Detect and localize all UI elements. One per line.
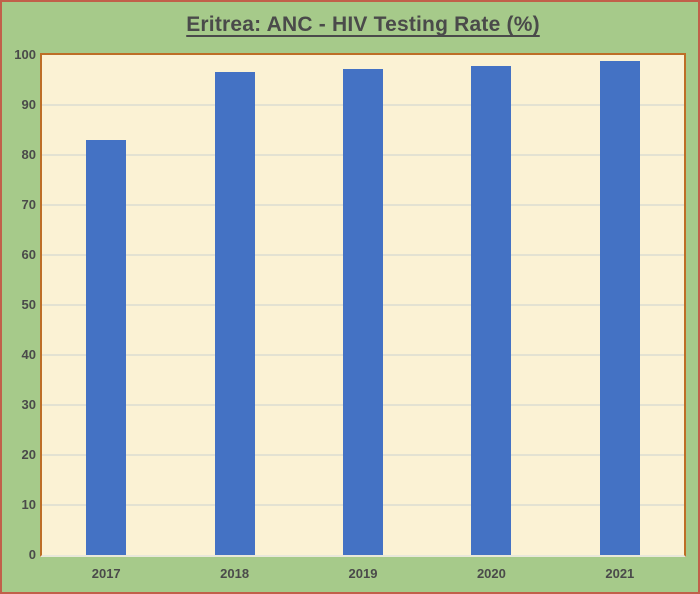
bar-slot xyxy=(427,65,555,555)
bar-2020 xyxy=(471,65,512,555)
x-axis-label: 2021 xyxy=(605,566,635,581)
plot-inner xyxy=(42,55,684,555)
bar-2018 xyxy=(214,72,255,555)
bar-slot xyxy=(42,140,170,555)
y-axis-label: 10 xyxy=(21,497,36,512)
bar-slot xyxy=(170,72,298,555)
y-axis-label: 100 xyxy=(14,47,36,62)
plot-area xyxy=(40,53,686,557)
x-axis: 2017 2018 2019 2020 2021 xyxy=(42,565,684,583)
bar-2019 xyxy=(343,69,384,555)
bar-2021 xyxy=(599,61,640,555)
x-axis-label: 2019 xyxy=(348,566,378,581)
bars-container xyxy=(42,55,684,555)
x-axis-label: 2018 xyxy=(220,566,250,581)
y-axis-label: 50 xyxy=(21,297,36,312)
x-axis-label: 2017 xyxy=(91,566,121,581)
bar-slot xyxy=(299,69,427,555)
y-axis-label: 0 xyxy=(28,547,36,562)
y-axis-label: 40 xyxy=(21,347,36,362)
y-axis-label: 70 xyxy=(21,197,36,212)
y-axis-label: 20 xyxy=(21,447,36,462)
y-axis-label: 90 xyxy=(21,97,36,112)
bar-2017 xyxy=(86,140,127,555)
bar-slot xyxy=(556,61,684,555)
y-axis-label: 30 xyxy=(21,397,36,412)
chart-title: Eritrea: ANC - HIV Testing Rate (%) xyxy=(186,13,540,36)
x-axis-label: 2020 xyxy=(476,566,506,581)
y-axis-label: 60 xyxy=(21,247,36,262)
y-axis-label: 80 xyxy=(21,147,36,162)
